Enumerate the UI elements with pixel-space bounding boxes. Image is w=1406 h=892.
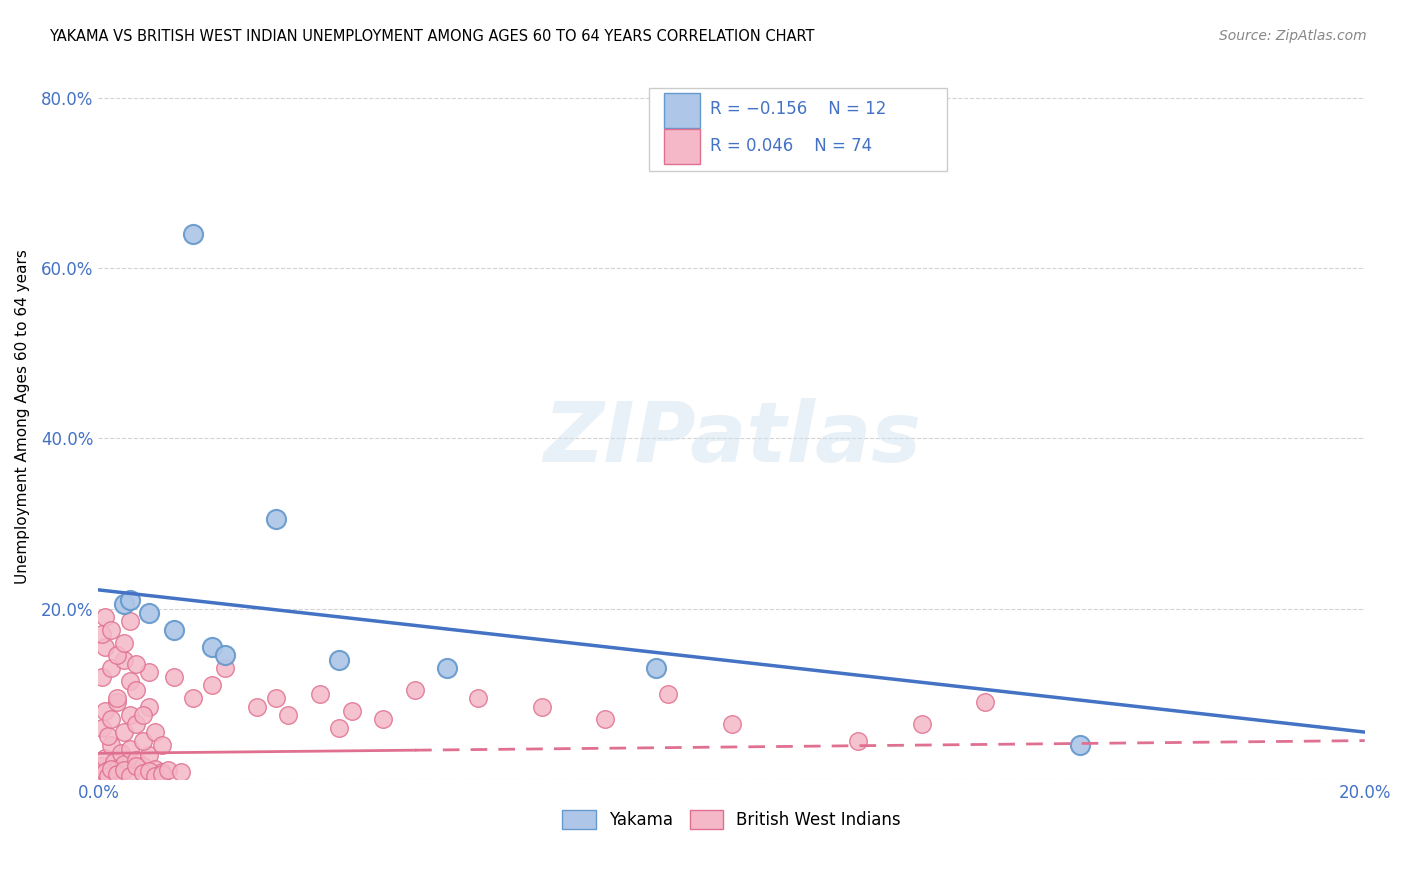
- Point: [1069, 738, 1091, 752]
- Point: [120, 708, 142, 723]
- Point: [120, 593, 142, 607]
- Text: ZIPatlas: ZIPatlas: [543, 398, 921, 479]
- Point: [264, 691, 287, 706]
- Point: [125, 753, 148, 767]
- Point: [107, 691, 129, 706]
- Point: [90, 767, 112, 781]
- Point: [112, 653, 135, 667]
- Point: [150, 766, 173, 780]
- Point: [90, 759, 112, 773]
- Point: [120, 615, 142, 629]
- Point: [657, 687, 679, 701]
- Point: [97, 768, 120, 782]
- Point: [183, 227, 205, 241]
- Point: [132, 733, 155, 747]
- Point: [110, 747, 132, 761]
- Point: [277, 708, 299, 723]
- Point: [145, 762, 167, 776]
- Point: [138, 764, 160, 779]
- Point: [246, 699, 269, 714]
- Point: [94, 640, 117, 654]
- FancyBboxPatch shape: [665, 93, 700, 128]
- Point: [94, 765, 117, 780]
- Point: [720, 716, 742, 731]
- Point: [120, 769, 142, 783]
- Point: [150, 765, 173, 780]
- Point: [467, 691, 489, 706]
- Point: [97, 764, 120, 778]
- Point: [436, 661, 458, 675]
- Point: [138, 747, 160, 762]
- FancyBboxPatch shape: [650, 87, 946, 171]
- Point: [264, 512, 287, 526]
- Point: [138, 665, 160, 680]
- Point: [593, 712, 616, 726]
- Point: [120, 742, 142, 756]
- Point: [404, 682, 426, 697]
- Point: [90, 627, 112, 641]
- Point: [214, 661, 236, 675]
- Legend: Yakama, British West Indians: Yakama, British West Indians: [555, 803, 908, 836]
- Point: [100, 762, 122, 776]
- Point: [125, 657, 148, 671]
- Point: [107, 648, 129, 663]
- Y-axis label: Unemployment Among Ages 60 to 64 years: Unemployment Among Ages 60 to 64 years: [15, 250, 30, 584]
- Point: [107, 766, 129, 780]
- Point: [138, 606, 160, 620]
- Point: [100, 738, 122, 752]
- Point: [125, 716, 148, 731]
- Point: [201, 678, 224, 692]
- Point: [530, 699, 553, 714]
- Point: [145, 768, 167, 782]
- Point: [112, 725, 135, 739]
- Point: [201, 640, 224, 654]
- Point: [150, 738, 173, 752]
- FancyBboxPatch shape: [665, 129, 700, 164]
- Point: [132, 766, 155, 780]
- Point: [170, 765, 193, 780]
- Point: [183, 691, 205, 706]
- Point: [112, 764, 135, 778]
- Point: [132, 759, 155, 773]
- Text: R = 0.046    N = 74: R = 0.046 N = 74: [710, 136, 872, 154]
- Point: [112, 598, 135, 612]
- Point: [973, 695, 995, 709]
- Point: [328, 721, 350, 735]
- Point: [90, 670, 112, 684]
- Point: [94, 704, 117, 718]
- Point: [309, 687, 332, 701]
- Point: [214, 648, 236, 663]
- Point: [163, 623, 186, 637]
- Point: [846, 733, 869, 747]
- Point: [97, 729, 120, 743]
- Point: [100, 661, 122, 675]
- Point: [373, 712, 395, 726]
- Point: [340, 704, 363, 718]
- Point: [107, 762, 129, 776]
- Point: [112, 756, 135, 771]
- Point: [107, 695, 129, 709]
- Point: [132, 708, 155, 723]
- Point: [328, 653, 350, 667]
- Text: R = −0.156    N = 12: R = −0.156 N = 12: [710, 101, 886, 119]
- Point: [100, 623, 122, 637]
- Point: [138, 699, 160, 714]
- Point: [157, 763, 180, 777]
- Point: [163, 670, 186, 684]
- Point: [644, 661, 666, 675]
- Point: [145, 725, 167, 739]
- Point: [112, 635, 135, 649]
- Text: Source: ZipAtlas.com: Source: ZipAtlas.com: [1219, 29, 1367, 43]
- Point: [125, 759, 148, 773]
- Point: [94, 610, 117, 624]
- Point: [94, 750, 117, 764]
- Point: [103, 755, 125, 769]
- Point: [100, 712, 122, 726]
- Point: [90, 721, 112, 735]
- Text: YAKAMA VS BRITISH WEST INDIAN UNEMPLOYMENT AMONG AGES 60 TO 64 YEARS CORRELATION: YAKAMA VS BRITISH WEST INDIAN UNEMPLOYME…: [49, 29, 814, 44]
- Point: [120, 673, 142, 688]
- Point: [910, 716, 932, 731]
- Point: [125, 682, 148, 697]
